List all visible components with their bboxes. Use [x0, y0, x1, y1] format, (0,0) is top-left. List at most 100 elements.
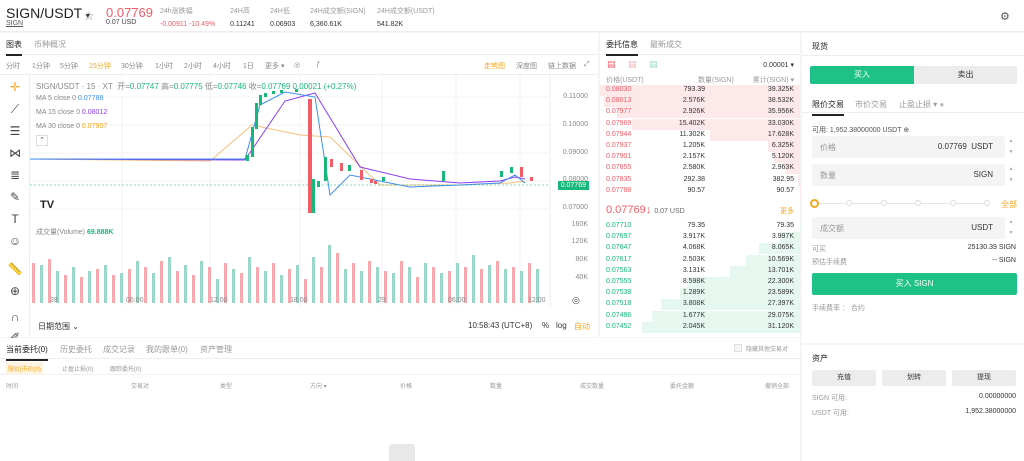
book-both-icon[interactable]: ▤ [607, 59, 616, 69]
lock-draw-icon[interactable]: ✐ [9, 330, 21, 344]
settings-gear-icon[interactable]: ⚙ [1000, 11, 1010, 23]
emoji-icon[interactable]: ☺ [8, 234, 22, 248]
subtab-limit-market[interactable]: 限价|市价(0) [6, 362, 43, 375]
percent-toggle[interactable]: % [542, 321, 550, 330]
pattern-icon[interactable]: ⋈ [9, 146, 21, 160]
quantity-input[interactable]: 数量 SIGN ▲ ▼ [812, 164, 1013, 186]
add-circle-icon[interactable]: ⊕ [903, 127, 910, 134]
log-toggle[interactable]: log [556, 321, 567, 330]
fx-indicator-icon[interactable]: ƒ [316, 61, 320, 68]
col-side[interactable]: 方向 ▾ [310, 384, 327, 390]
pair-base-link[interactable]: SIGN [6, 20, 24, 27]
price-stepper[interactable]: ▲ ▼ [1008, 138, 1014, 155]
order-book-row[interactable]: 0.07538 1.289K 23.589K [600, 288, 800, 300]
order-book-row[interactable]: 0.07944 11.302K 17.628K [600, 129, 800, 141]
tf-2h[interactable]: 2小时 [184, 63, 202, 70]
order-book-row[interactable]: 0.07788 90.57 90.57 [600, 185, 800, 197]
total-input[interactable]: 成交额 USDT ▲ ▼ [812, 217, 1013, 239]
order-book-row[interactable]: 0.07555 8.598K 22.300K [600, 277, 800, 288]
book-asks-icon[interactable]: ▤ [628, 59, 637, 69]
indicator-settings-icon[interactable]: ◎ [294, 62, 301, 69]
quantity-stepper[interactable]: ▲ ▼ [1008, 166, 1014, 183]
price-input[interactable]: 价格 0.07769 USDT ▲ ▼ [812, 136, 1013, 158]
view-trend[interactable]: 走势图 [484, 63, 505, 70]
fee-rate-link[interactable]: 手续费率 ： 合约 [812, 305, 865, 312]
order-book-row[interactable]: 0.07452 2.045K 31.120K [600, 321, 800, 333]
tab-copy-orders[interactable]: 我的跟单(0) [146, 345, 188, 354]
order-book-row[interactable]: 0.07855 2.580K 2.963K [600, 163, 800, 175]
tab-trade-history[interactable]: 成交记录 [103, 345, 135, 354]
magnet-icon[interactable]: ∩ [10, 310, 20, 324]
tf-4h[interactable]: 4小时 [213, 63, 231, 70]
tab-limit[interactable]: 限价交易 [812, 100, 844, 116]
order-book-row[interactable]: 0.07710 79.35 79.35 [600, 221, 800, 232]
brush-icon[interactable]: ✎ [9, 190, 21, 204]
amount-slider[interactable] [814, 203, 986, 204]
tf-line[interactable]: 分时 [6, 63, 20, 70]
order-book-row[interactable]: 0.07937 1.205K 6.325K [600, 141, 800, 152]
tab-coin-overview[interactable]: 币种概况 [34, 40, 66, 49]
zoom-in-icon[interactable]: ⊕ [9, 284, 21, 298]
order-book-row[interactable]: 0.07563 3.131K 13.701K [600, 265, 800, 277]
row-price: 0.07835 [606, 175, 632, 183]
tab-market[interactable]: 市价交易 [855, 100, 887, 109]
chart-settings-icon[interactable]: ◎ [572, 295, 580, 305]
order-book-row[interactable]: 0.07901 2.157K 5.120K [600, 152, 800, 164]
trendline-icon[interactable]: ⟋ [10, 102, 20, 116]
hide-others-checkbox[interactable] [734, 344, 742, 352]
tab-stop[interactable]: 止盈止损 ▾ ● [899, 100, 945, 109]
order-book-row[interactable]: 0.07835 292.38 382.95 [600, 174, 800, 186]
cancel-all-button[interactable]: 撤销全部 [765, 384, 790, 390]
all-button[interactable]: 全部 [1001, 200, 1017, 209]
text-icon[interactable]: T [11, 212, 19, 226]
tf-30m[interactable]: 30分钟 [121, 63, 143, 70]
subtab-trailing[interactable]: 跟踪委托(0) [110, 367, 142, 373]
order-book-row[interactable]: 0.07647 4.068K 8.065K [600, 243, 800, 255]
view-depth[interactable]: 深度图 [516, 63, 537, 70]
tab-open-orders[interactable]: 当前委托(0) [6, 345, 48, 361]
buy-tab[interactable]: 买入 [810, 66, 914, 84]
transfer-button[interactable]: 划转 [882, 370, 946, 386]
ruler-icon[interactable]: 📏 [7, 262, 23, 276]
total-stepper[interactable]: ▲ ▼ [1008, 219, 1014, 236]
favorite-star-icon[interactable]: ☆ [83, 9, 95, 23]
date-range-button[interactable]: 日期范围 ⌄ [38, 322, 79, 331]
view-onchain[interactable]: 链上数据 [548, 63, 576, 70]
tab-order-history[interactable]: 历史委托 [60, 345, 92, 354]
tf-1d[interactable]: 1日 [243, 63, 254, 70]
more-link[interactable]: 更多 [780, 208, 794, 215]
order-book-row[interactable]: 0.08030 793.39 39.325K [600, 85, 800, 96]
horizontal-lines-icon[interactable]: ☰ [9, 124, 21, 138]
tab-latest-trades[interactable]: 最新成交 [650, 40, 682, 49]
fullscreen-icon[interactable]: ⤢ [584, 61, 590, 68]
tf-15m[interactable]: 15分钟 [89, 63, 111, 70]
precision-select[interactable]: 0.00001 ▾ [763, 62, 794, 69]
tf-5m[interactable]: 5分钟 [60, 63, 78, 70]
pair-selector[interactable]: SIGN/USDT ▾ [6, 5, 90, 21]
tab-asset-mgmt[interactable]: 资产管理 [200, 345, 232, 354]
fib-icon[interactable]: ≣ [9, 168, 21, 182]
tf-1m[interactable]: 1分钟 [32, 63, 50, 70]
buy-submit-button[interactable]: 买入 SIGN [812, 273, 1017, 295]
crosshair-icon[interactable]: ✛ [9, 80, 21, 94]
subtab-stop[interactable]: 止盈止损(0) [62, 367, 94, 373]
order-book-row[interactable]: 0.07617 2.503K 10.569K [600, 254, 800, 266]
order-book-row[interactable]: 0.07518 3.808K 27.397K [600, 299, 800, 311]
order-book-row[interactable]: 0.08013 2.576K 38.532K [600, 96, 800, 108]
deposit-button[interactable]: 充值 [812, 370, 876, 386]
tf-1h[interactable]: 1小时 [155, 63, 173, 70]
order-book-row[interactable]: 0.07969 15.402K 33.030K [600, 118, 800, 130]
order-book-row[interactable]: 0.07697 3.917K 3.997K [600, 232, 800, 244]
book-bids-icon[interactable]: ▤ [649, 59, 658, 69]
auto-toggle[interactable]: 自动 [574, 322, 590, 331]
sell-tab[interactable]: 卖出 [914, 66, 1017, 84]
order-book-row[interactable]: 0.07486 1.677K 29.075K [600, 310, 800, 322]
withdraw-button[interactable]: 提现 [952, 370, 1016, 386]
slider-handle[interactable] [810, 199, 819, 208]
tab-chart[interactable]: 图表 [6, 40, 22, 56]
order-book-row[interactable]: 0.07977 2.926K 35.956K [600, 107, 800, 119]
candlestick-chart[interactable]: SIGN/USDT · 15 · XT 开=0.07747 高=0.07775 … [30, 75, 598, 307]
collapse-legend-button[interactable]: ⌃ [36, 135, 48, 146]
tab-order-book[interactable]: 委托信息 [606, 40, 638, 56]
tf-more[interactable]: 更多 ▾ [265, 63, 285, 70]
